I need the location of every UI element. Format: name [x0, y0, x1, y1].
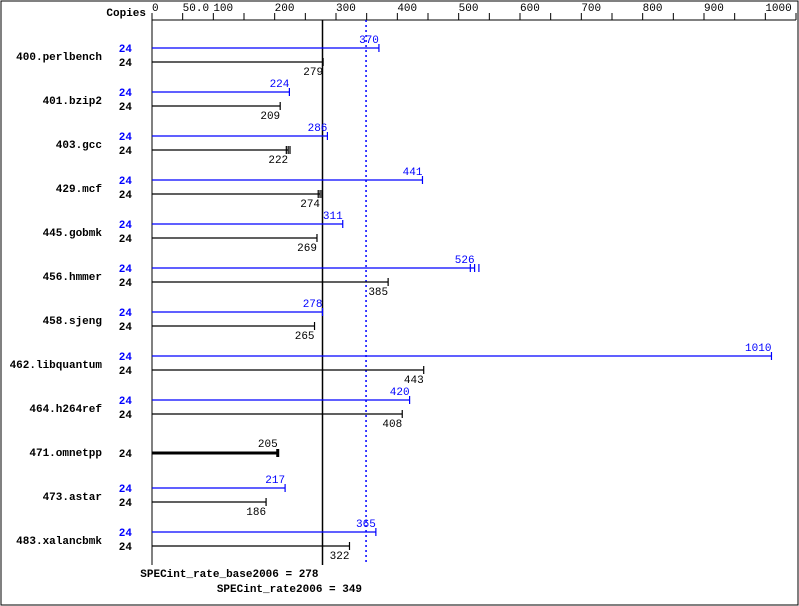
copies-value-peak: 24: [119, 484, 133, 496]
copies-value-peak: 24: [119, 264, 133, 276]
copies-value-peak: 24: [119, 308, 133, 320]
copies-value-peak: 24: [119, 88, 133, 100]
copies-value-base: 24: [119, 542, 133, 554]
copies-value-base: 24: [119, 410, 133, 422]
bar-value-label: 365: [356, 519, 376, 531]
benchmark-label: 429.mcf: [56, 184, 103, 196]
benchmark-label: 456.hmmer: [43, 272, 102, 284]
bar-value-label: 286: [308, 123, 328, 135]
axis-tick-label: 300: [336, 3, 356, 15]
bar-value-label: 209: [260, 111, 280, 123]
bar-value-label: 385: [368, 287, 388, 299]
copies-value-base: 24: [119, 322, 133, 334]
bar-value-label: 370: [359, 35, 379, 47]
copies-value-peak: 24: [119, 176, 133, 188]
axis-tick-label: 50.0: [183, 3, 209, 15]
reference-label: SPECint_rate2006 = 349: [217, 584, 362, 596]
bar-value-label: 1010: [745, 343, 771, 355]
copies-header: Copies: [106, 8, 146, 20]
bar-value-label: 322: [330, 551, 350, 563]
axis-tick-label: 900: [704, 3, 724, 15]
copies-value-base: 24: [119, 102, 133, 114]
bar-value-label: 408: [382, 419, 402, 431]
benchmark-label: 462.libquantum: [10, 360, 103, 372]
bar-value-label: 205: [258, 439, 278, 451]
benchmark-label: 445.gobmk: [43, 228, 103, 240]
bar-value-label: 278: [303, 299, 323, 311]
bar-value-label: 526: [455, 255, 475, 267]
bar-value-label: 222: [268, 155, 288, 167]
bar-value-label: 279: [303, 67, 323, 79]
benchmark-label: 458.sjeng: [43, 316, 102, 328]
axis-tick-label: 400: [397, 3, 417, 15]
benchmark-label: 403.gcc: [56, 140, 102, 152]
copies-value-base: 24: [119, 146, 133, 158]
copies-value-peak: 24: [119, 44, 133, 56]
copies-value-base: 24: [119, 58, 133, 70]
copies-value: 24: [119, 449, 133, 461]
bar-value-label: 224: [270, 79, 290, 91]
benchmark-label: 401.bzip2: [43, 96, 102, 108]
axis-tick-label: 200: [275, 3, 295, 15]
copies-value-base: 24: [119, 190, 133, 202]
copies-value-peak: 24: [119, 132, 133, 144]
spec-chart: 0 50.0 100 200 300 400 500 600 700 800 900 1000 Copi…: [0, 0, 799, 606]
axis-tick-label: 700: [581, 3, 601, 15]
benchmark-label: 400.perlbench: [16, 52, 102, 64]
copies-value-base: 24: [119, 278, 133, 290]
copies-value-base: 24: [119, 366, 133, 378]
axis-tick-label: 600: [520, 3, 540, 15]
bar-value-label: 217: [265, 475, 285, 487]
benchmark-label: 471.omnetpp: [29, 448, 102, 460]
bar-value-label: 420: [390, 387, 410, 399]
axis-tick-label: 100: [213, 3, 233, 15]
bar-value-label: 311: [323, 211, 343, 223]
axis-tick-label: 1000: [765, 3, 791, 15]
bar-value-label: 274: [300, 199, 320, 211]
bar-value-label: 441: [403, 167, 423, 179]
reference-label: SPECint_rate_base2006 = 278: [140, 569, 319, 581]
benchmark-label: 464.h264ref: [29, 404, 102, 416]
benchmark-label: 483.xalancbmk: [16, 536, 102, 548]
copies-value-base: 24: [119, 234, 133, 246]
copies-value-base: 24: [119, 498, 133, 510]
copies-value-peak: 24: [119, 220, 133, 232]
bar-value-label: 186: [246, 507, 266, 519]
axis-tick-label: 500: [459, 3, 479, 15]
benchmark-label: 473.astar: [43, 492, 102, 504]
copies-value-peak: 24: [119, 528, 133, 540]
axis-tick-label: 800: [643, 3, 663, 15]
axis-tick-label: 0: [152, 3, 159, 15]
copies-value-peak: 24: [119, 352, 133, 364]
bar-value-label: 269: [297, 243, 317, 255]
bar-value-label: 443: [404, 375, 424, 387]
copies-value-peak: 24: [119, 396, 133, 408]
bar-value-label: 265: [295, 331, 315, 343]
